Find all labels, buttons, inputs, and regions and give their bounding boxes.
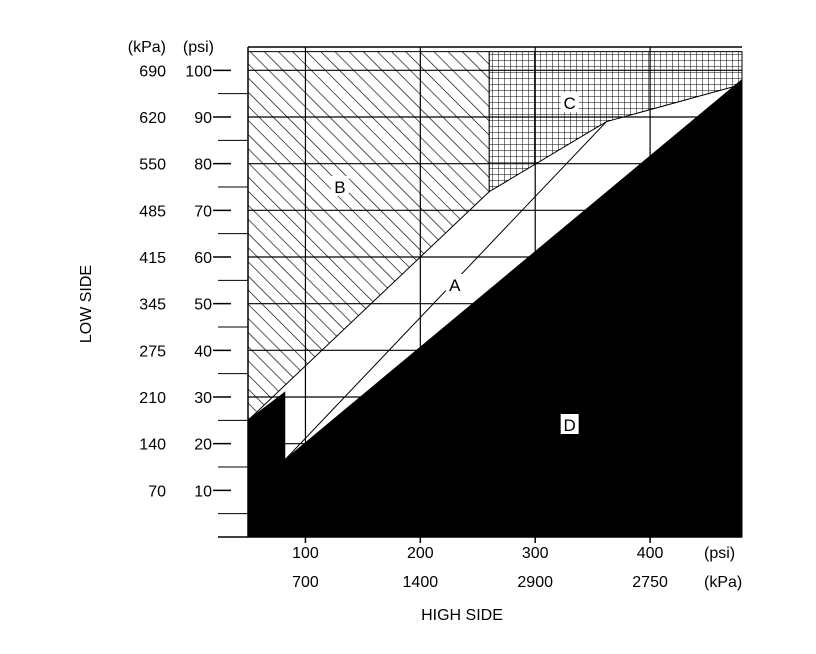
y-tick-label-psi-80: 80 (194, 157, 212, 174)
y-unit-kpa: (kPa) (128, 39, 166, 56)
y-tick-label-psi-10: 10 (194, 483, 212, 500)
region-c (488, 51, 743, 193)
chart-ticks: 100 690 90 620 80 550 70 485 60 415 50 345 40 275 30 21… (139, 63, 668, 591)
y-axis-title: LOW SIDE (78, 265, 95, 343)
y-tick-label-kpa-550: 550 (139, 157, 166, 174)
x-tick-label-psi-400: 400 (637, 545, 664, 562)
y-tick-label-psi-50: 50 (194, 297, 212, 314)
y-tick-label-psi-40: 40 (194, 343, 212, 360)
region-label-d: D (564, 416, 576, 435)
x-axis-title: HIGH SIDE (421, 607, 503, 624)
y-tick-label-psi-100: 100 (185, 63, 212, 80)
y-tick-label-kpa-690: 690 (139, 63, 166, 80)
y-tick-label-psi-90: 90 (194, 110, 212, 127)
region-label-c: C (564, 94, 576, 113)
region-label-bg-d (560, 414, 579, 434)
y-tick-label-kpa-345: 345 (139, 297, 166, 314)
chart-grid (248, 47, 742, 538)
x-tick-label-psi-100: 100 (292, 545, 319, 562)
region-label-bg-a (445, 274, 464, 294)
chart-labels: (kPa) (psi) (psi) (kPa) HIGH SIDE LOW SIDE A B C… (78, 39, 742, 624)
region-label-b: B (334, 178, 345, 197)
x-unit-kpa: (kPa) (704, 574, 742, 591)
x-tick-label-psi-200: 200 (407, 545, 434, 562)
y-tick-label-psi-30: 30 (194, 390, 212, 407)
y-tick-label-kpa-70: 70 (148, 483, 166, 500)
y-tick-label-psi-20: 20 (194, 437, 212, 454)
y-tick-label-kpa-140: 140 (139, 437, 166, 454)
y-unit-psi: (psi) (183, 39, 214, 56)
x-tick-label-kpa-1400: 1400 (403, 574, 439, 591)
y-tick-label-kpa-210: 210 (139, 390, 166, 407)
x-tick-label-kpa-700: 700 (292, 574, 319, 591)
region-d-fill (248, 79, 742, 538)
y-tick-label-kpa-485: 485 (139, 203, 166, 220)
x-tick-label-kpa-2750: 2750 (632, 574, 668, 591)
y-tick-label-kpa-275: 275 (139, 343, 166, 360)
region-label-bg-c (560, 92, 579, 112)
x-tick-label-psi-300: 300 (522, 545, 549, 562)
x-unit-psi: (psi) (704, 545, 735, 562)
y-tick-label-kpa-620: 620 (139, 110, 166, 127)
y-tick-label-kpa-415: 415 (139, 250, 166, 267)
region-label-bg-b (330, 176, 349, 196)
y-tick-label-psi-70: 70 (194, 203, 212, 220)
y-tick-label-psi-60: 60 (194, 250, 212, 267)
region-label-a: A (449, 276, 461, 295)
x-tick-label-kpa-2900: 2900 (517, 574, 553, 591)
